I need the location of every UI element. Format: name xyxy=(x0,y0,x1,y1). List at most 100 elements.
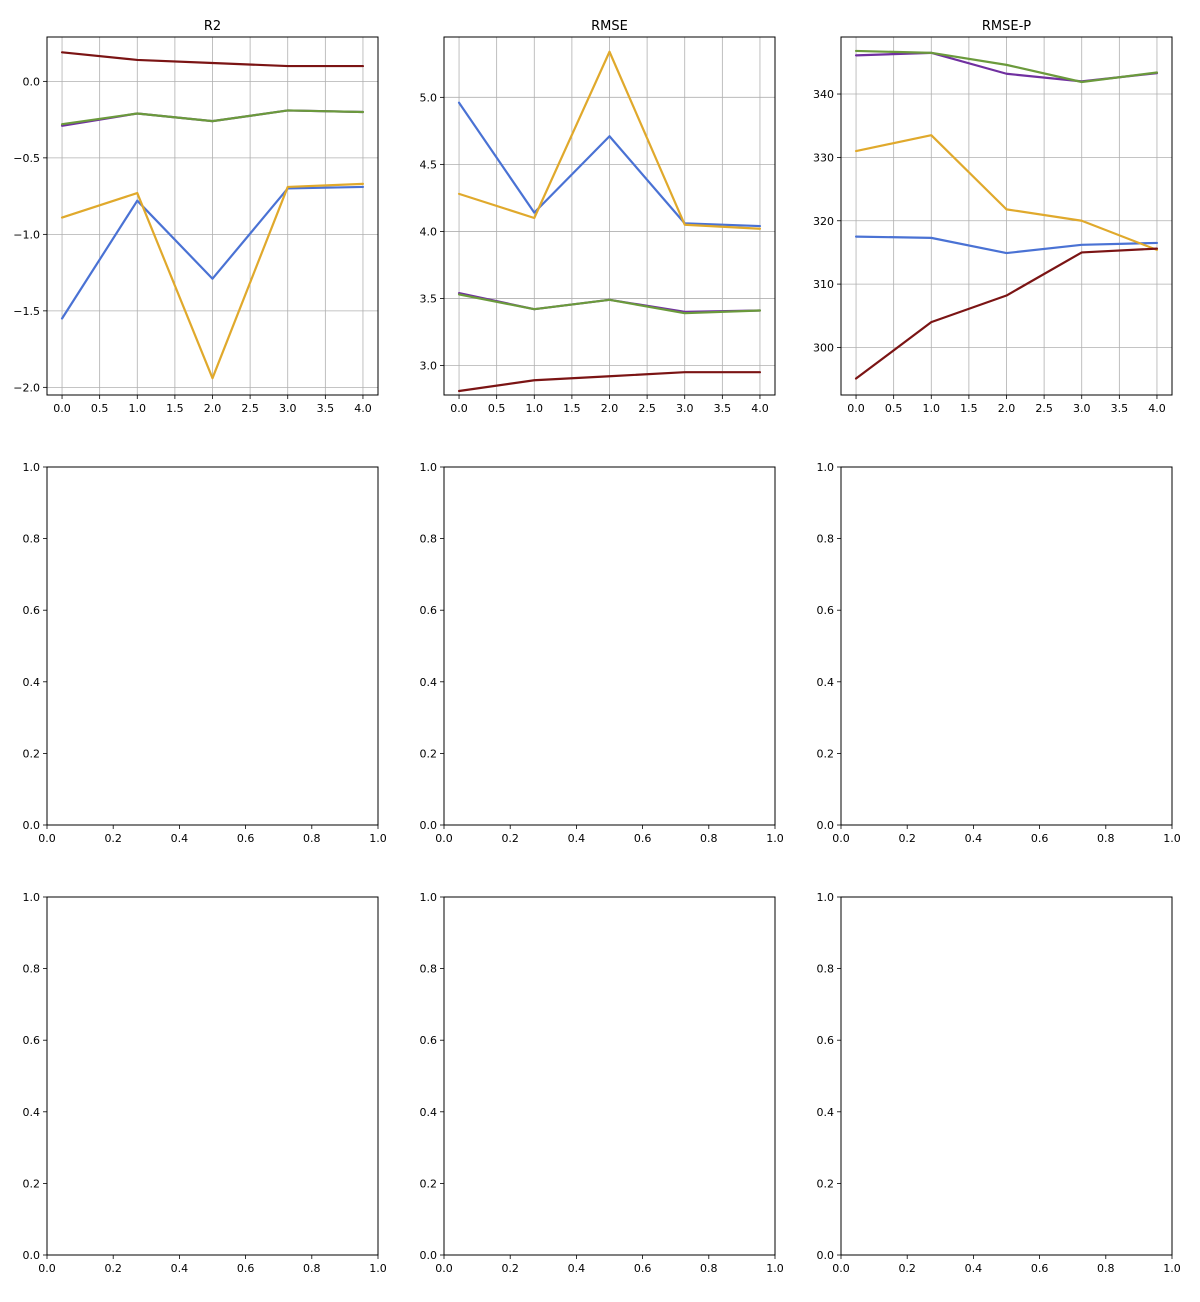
x-tick-label: 3.0 xyxy=(279,402,297,415)
y-tick-label: 0.6 xyxy=(817,604,835,617)
x-tick-label: 0.8 xyxy=(303,1262,321,1275)
x-tick-label: 1.0 xyxy=(526,402,544,415)
x-tick-label: 0.6 xyxy=(634,832,652,845)
x-tick-label: 0.2 xyxy=(104,832,122,845)
x-tick-label: 0.0 xyxy=(832,1262,850,1275)
y-tick-label: 1.0 xyxy=(23,461,41,474)
x-tick-label: 2.5 xyxy=(241,402,259,415)
axes-frame xyxy=(840,466,1173,826)
axes-frame xyxy=(46,896,379,1256)
y-tick-label: 4.0 xyxy=(420,225,438,238)
y-tick-label: 310 xyxy=(813,278,834,291)
x-tick-label: 1.0 xyxy=(129,402,147,415)
x-tick-label: 0.0 xyxy=(53,402,71,415)
y-tick-label: 0.0 xyxy=(23,75,41,88)
y-tick-label: 0.6 xyxy=(23,604,41,617)
y-tick-label: 0.4 xyxy=(23,1106,41,1119)
y-tick-label: −1.0 xyxy=(13,228,40,241)
x-tick-label: 1.0 xyxy=(923,402,941,415)
x-tick-label: 3.5 xyxy=(317,402,335,415)
subplot-5: 0.0 0.2 0.4 0.6 0.8 1.0 0.0 0.2 0.4 0.6 0.8 1.0 xyxy=(420,461,784,845)
y-tick-label: 300 xyxy=(813,341,834,354)
chart-title: RMSE-P xyxy=(982,19,1031,34)
x-tick-label: 3.0 xyxy=(676,402,694,415)
series-line-2 xyxy=(457,50,762,230)
series-line-4 xyxy=(60,109,365,126)
y-tick-label: 0.0 xyxy=(420,819,438,832)
x-tick-label: 0.2 xyxy=(104,1262,122,1275)
x-tick-label: 2.0 xyxy=(998,402,1016,415)
x-tick-label: 0.6 xyxy=(634,1262,652,1275)
x-tick-label: 0.4 xyxy=(568,832,586,845)
y-tick-label: 3.0 xyxy=(420,360,438,373)
x-tick-label: 0.4 xyxy=(171,832,189,845)
x-tick-label: 2.0 xyxy=(601,402,619,415)
x-tick-label: 1.0 xyxy=(766,832,784,845)
y-tick-label: 1.0 xyxy=(420,461,438,474)
x-tick-label: 4.0 xyxy=(1148,402,1166,415)
y-tick-label: 0.4 xyxy=(817,1106,835,1119)
y-tick-label: 0.4 xyxy=(23,676,41,689)
y-tick-label: 0.8 xyxy=(420,963,438,976)
axes-frame xyxy=(840,896,1173,1256)
y-tick-label: 1.0 xyxy=(817,891,835,904)
x-tick-label: 1.0 xyxy=(766,1262,784,1275)
y-tick-label: 0.8 xyxy=(420,533,438,546)
x-tick-label: 3.5 xyxy=(714,402,732,415)
x-tick-label: 0.6 xyxy=(237,832,255,845)
x-tick-label: 0.0 xyxy=(847,402,865,415)
y-tick-label: 0.6 xyxy=(420,604,438,617)
x-tick-label: 3.0 xyxy=(1073,402,1091,415)
x-tick-label: 0.6 xyxy=(237,1262,255,1275)
y-tick-label: 0.2 xyxy=(420,1177,438,1190)
y-tick-label: −1.5 xyxy=(13,305,40,318)
subplot-6: 0.0 0.2 0.4 0.6 0.8 1.0 0.0 0.2 0.4 0.6 0.8 1.0 xyxy=(817,461,1181,845)
x-tick-label: 0.5 xyxy=(488,402,506,415)
subplot-8: 0.0 0.2 0.4 0.6 0.8 1.0 0.0 0.2 0.4 0.6 0.8 1.0 xyxy=(420,891,784,1275)
subplot-3: 0.0 0.5 1.0 1.5 2.0 2.5 3.0 3.5 4.0 300 310 320 330 3… xyxy=(813,19,1173,415)
x-tick-label: 2.5 xyxy=(1035,402,1053,415)
y-tick-label: 340 xyxy=(813,88,834,101)
x-tick-label: 1.0 xyxy=(1163,1262,1181,1275)
x-tick-label: 0.6 xyxy=(1031,1262,1049,1275)
chart-title: RMSE xyxy=(591,19,628,34)
y-tick-label: 0.4 xyxy=(420,1106,438,1119)
x-tick-label: 0.0 xyxy=(450,402,468,415)
x-tick-label: 0.8 xyxy=(303,832,321,845)
y-tick-label: 0.0 xyxy=(23,819,41,832)
x-tick-label: 0.5 xyxy=(885,402,903,415)
y-tick-label: 0.8 xyxy=(817,963,835,976)
y-tick-label: 0.4 xyxy=(817,676,835,689)
x-tick-label: 4.0 xyxy=(354,402,372,415)
x-tick-label: 0.8 xyxy=(1097,832,1115,845)
y-tick-label: 0.4 xyxy=(420,676,438,689)
series-line-1 xyxy=(854,235,1159,255)
y-tick-label: 5.0 xyxy=(420,91,438,104)
y-tick-label: 0.8 xyxy=(23,533,41,546)
x-tick-label: 2.0 xyxy=(204,402,222,415)
y-tick-label: 0.0 xyxy=(23,1249,41,1262)
subplot-2: 0.0 0.5 1.0 1.5 2.0 2.5 3.0 3.5 4.0 3.0 3.5 4.0 4.5 5… xyxy=(420,19,776,415)
x-tick-label: 0.8 xyxy=(700,1262,718,1275)
y-tick-label: 1.0 xyxy=(817,461,835,474)
y-tick-label: −2.0 xyxy=(13,381,40,394)
series-line-5 xyxy=(457,371,762,393)
x-tick-label: 2.5 xyxy=(638,402,656,415)
x-tick-label: 1.0 xyxy=(369,1262,387,1275)
x-tick-label: 0.0 xyxy=(832,832,850,845)
x-tick-label: 0.2 xyxy=(898,1262,916,1275)
series-line-5 xyxy=(854,247,1159,380)
series-line-4 xyxy=(854,49,1159,84)
x-tick-label: 0.0 xyxy=(435,832,453,845)
y-tick-label: 0.6 xyxy=(23,1034,41,1047)
x-tick-label: 1.5 xyxy=(563,402,581,415)
y-tick-label: 0.2 xyxy=(420,747,438,760)
y-tick-label: 4.5 xyxy=(420,158,438,171)
y-tick-label: 0.2 xyxy=(817,747,835,760)
x-tick-label: 0.2 xyxy=(898,832,916,845)
x-tick-label: 0.2 xyxy=(501,1262,519,1275)
y-tick-label: 0.0 xyxy=(420,1249,438,1262)
y-tick-label: 0.0 xyxy=(817,1249,835,1262)
y-tick-label: 0.2 xyxy=(817,1177,835,1190)
